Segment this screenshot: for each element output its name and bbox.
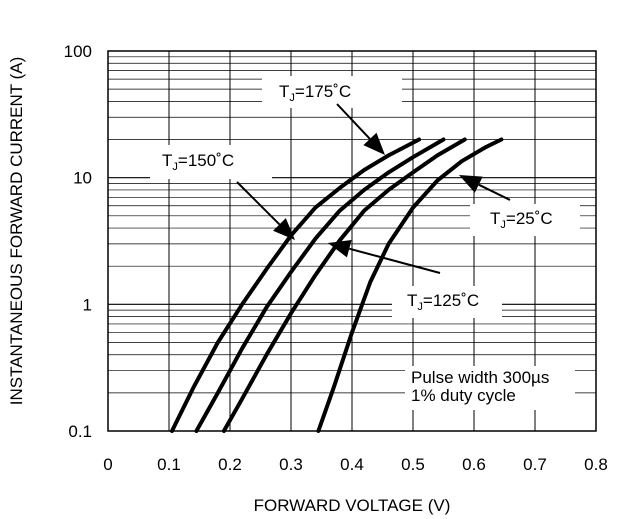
arrow-head bbox=[328, 239, 352, 258]
series-label-value: =125˚C bbox=[423, 291, 479, 310]
label-arrows bbox=[236, 103, 511, 274]
series-label: TJ=25˚C bbox=[490, 209, 553, 231]
label-box bbox=[392, 286, 502, 318]
x-tick-label: 0.1 bbox=[157, 455, 181, 474]
series-label: TJ=125˚C bbox=[407, 291, 479, 313]
series-labels: TJ=175˚CTJ=150˚CTJ=125˚CTJ=25˚C bbox=[162, 82, 553, 313]
pulse-note: Pulse width 300µs 1% duty cycle bbox=[411, 368, 554, 405]
x-tick-label: 0 bbox=[103, 455, 112, 474]
arrow-head bbox=[459, 175, 483, 193]
y-tick-label: 100 bbox=[64, 42, 92, 61]
label-boxes bbox=[150, 76, 580, 410]
series-line bbox=[316, 137, 504, 433]
arrow-shaft bbox=[348, 247, 441, 274]
series-label-value: =150˚C bbox=[178, 151, 234, 170]
arrow-head bbox=[363, 132, 385, 155]
series-label-t: T bbox=[490, 209, 500, 228]
pulse-note-line-2: 1% duty cycle bbox=[411, 386, 516, 405]
series-label: TJ=175˚C bbox=[279, 82, 351, 104]
series-label-subscript: J bbox=[172, 161, 178, 173]
series-label-t: T bbox=[279, 82, 289, 101]
x-tick-labels: 0 0.1 0.2 0.3 0.4 0.5 0.6 0.7 0.8 bbox=[103, 455, 608, 474]
label-box bbox=[150, 145, 272, 179]
y-axis-title: INSTANTANEOUS FORWARD CURRENT (A) bbox=[7, 57, 26, 406]
y-tick-labels: 0.1 1 10 100 bbox=[64, 42, 92, 441]
x-tick-label: 0.7 bbox=[523, 455, 547, 474]
y-tick-label: 0.1 bbox=[68, 422, 92, 441]
series-label-t: T bbox=[407, 291, 417, 310]
arrow-head bbox=[273, 218, 295, 240]
arrow-shaft bbox=[336, 103, 371, 140]
x-tick-label: 0.5 bbox=[401, 455, 425, 474]
series-label-value: =25˚C bbox=[506, 209, 553, 228]
pulse-note-box bbox=[405, 366, 575, 410]
plot-frame bbox=[107, 50, 597, 432]
pulse-note-line-1: Pulse width 300µs bbox=[411, 368, 549, 387]
x-axis-title: FORWARD VOLTAGE (V) bbox=[254, 496, 451, 515]
arrow-shaft bbox=[478, 183, 511, 201]
series-line bbox=[221, 137, 467, 433]
series-label-subscript: J bbox=[289, 92, 295, 104]
y-tick-label: 10 bbox=[73, 169, 92, 188]
x-tick-label: 0.2 bbox=[218, 455, 242, 474]
series-label: TJ=150˚C bbox=[162, 151, 234, 173]
x-tick-label: 0.8 bbox=[584, 455, 608, 474]
series-label-subscript: J bbox=[417, 301, 423, 313]
x-tick-label: 0.6 bbox=[462, 455, 486, 474]
series-label-value: =175˚C bbox=[295, 82, 351, 101]
arrow-shaft bbox=[236, 181, 281, 226]
label-box bbox=[262, 76, 402, 108]
label-box bbox=[470, 204, 580, 236]
series-label-subscript: J bbox=[500, 219, 506, 231]
series-line bbox=[194, 137, 446, 433]
curves bbox=[170, 137, 504, 433]
y-tick-label: 1 bbox=[83, 295, 92, 314]
series-label-t: T bbox=[162, 151, 172, 170]
x-tick-label: 0.3 bbox=[279, 455, 303, 474]
x-tick-label: 0.4 bbox=[340, 455, 364, 474]
